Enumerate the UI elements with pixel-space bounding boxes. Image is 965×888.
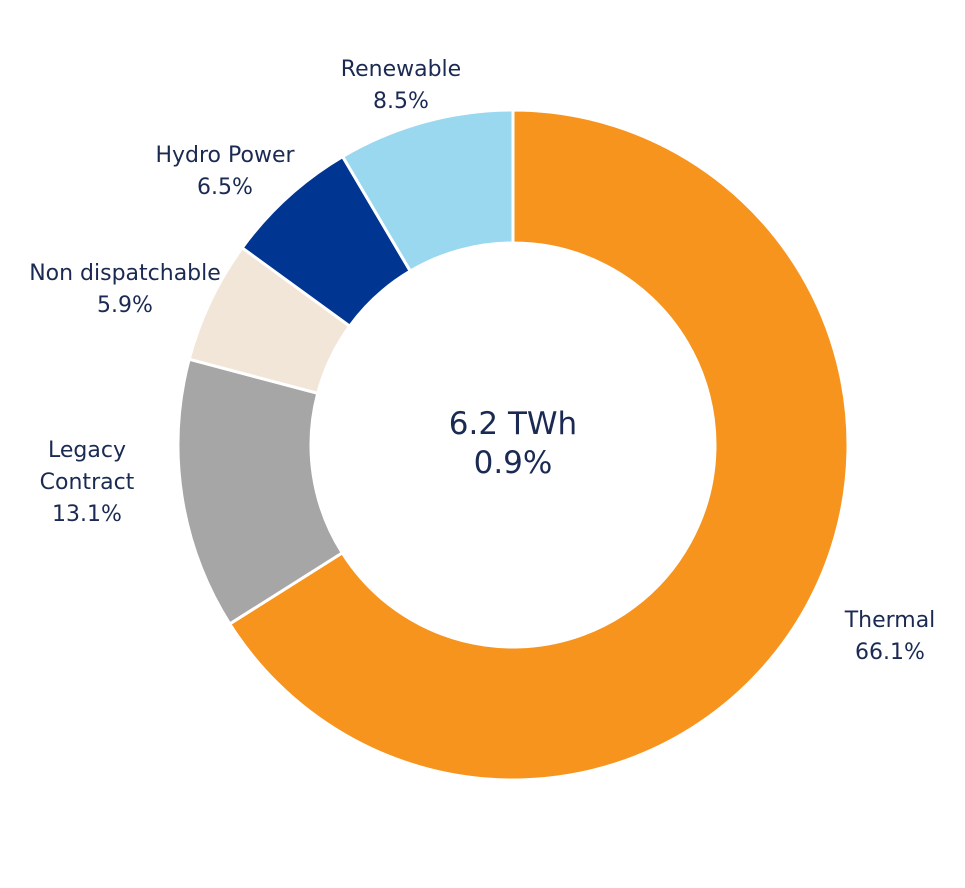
slice-renewable: [340, 108, 515, 274]
slice-label-hydro-power: Hydro Power: [155, 143, 295, 168]
slice-label-legacy-contract: Legacy: [48, 438, 126, 463]
center-label-line2: 0.9%: [474, 445, 553, 481]
slice-thermal: [227, 108, 850, 782]
slice-label-legacy-contract: Contract: [40, 470, 135, 495]
slice-label-hydro-power: 6.5%: [197, 175, 253, 200]
slice-label-legacy-contract: 13.1%: [52, 502, 122, 527]
donut-slices: [176, 108, 850, 782]
slice-label-non-dispatchable: Non dispatchable: [29, 261, 221, 286]
slice-label-thermal: 66.1%: [855, 640, 925, 665]
slice-label-renewable: 8.5%: [373, 89, 429, 114]
slice-label-renewable: Renewable: [341, 57, 461, 82]
slice-labels: Thermal 66.1% Legacy Contract 13.1% Non dispa…: [29, 57, 935, 665]
slice-label-non-dispatchable: 5.9%: [97, 293, 153, 318]
center-label-line1: 6.2 TWh: [449, 406, 577, 442]
slice-label-thermal: Thermal: [844, 608, 936, 633]
